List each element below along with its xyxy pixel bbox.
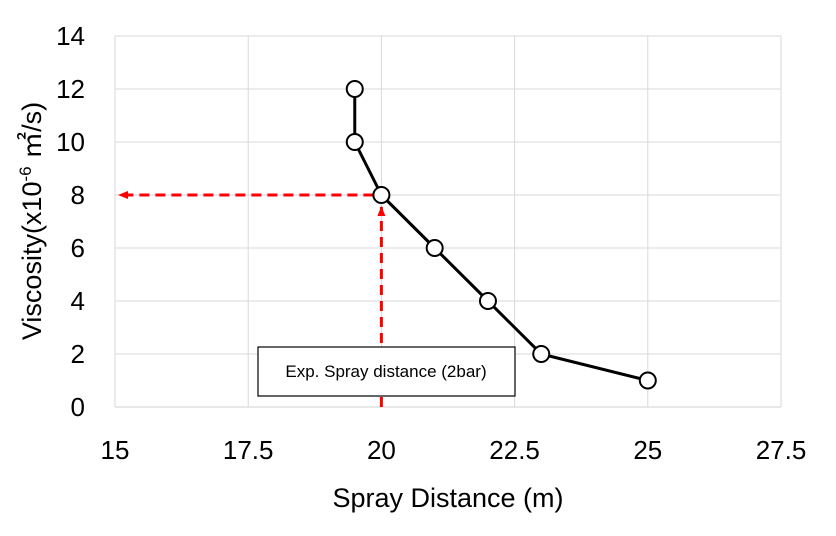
series-line [353,89,649,382]
y-axis-title: Viscosity(x10-6 ㎡/s) [16,102,47,340]
y-axis-title-superscript: -6 [16,166,35,181]
y-axis-title-main: Viscosity(x10 [17,182,47,341]
data-point [345,80,364,98]
y-tick-label: 6 [71,233,85,263]
data-series [345,80,657,390]
annotation-box-frame [257,346,516,397]
annotation-box: Exp. Spray distance (2bar) [257,346,516,397]
x-tick-label: 25 [633,435,662,465]
y-tick-label: 10 [56,127,85,157]
x-tick-label: 17.5 [223,435,274,465]
data-point [478,292,497,310]
x-tick-label: 15 [101,435,130,465]
y-tick-label: 2 [71,339,85,369]
data-point [425,239,444,257]
y-tick-label: 12 [56,74,85,104]
y-tick-label: 14 [56,21,85,51]
annotation-box-text: Exp. Spray distance (2bar) [285,362,486,381]
data-point [345,133,364,151]
y-tick-label: 8 [71,180,85,210]
y-axis-title-unit: ㎡/s) [17,102,47,167]
y-tick-labels: 0 2 4 6 8 10 12 14 [56,21,85,422]
y-tick-label: 0 [71,392,85,422]
data-point [372,186,391,204]
x-axis-title: Spray Distance (m) [332,483,563,513]
y-tick-label: 4 [71,286,85,316]
data-point [638,371,657,390]
data-point [532,345,551,363]
x-tick-label: 27.5 [756,435,807,465]
x-tick-labels: 15 17.5 20 22.5 25 27.5 [101,435,807,465]
x-tick-label: 20 [367,435,396,465]
grid-lines [114,35,782,408]
x-tick-label: 22.5 [489,435,540,465]
